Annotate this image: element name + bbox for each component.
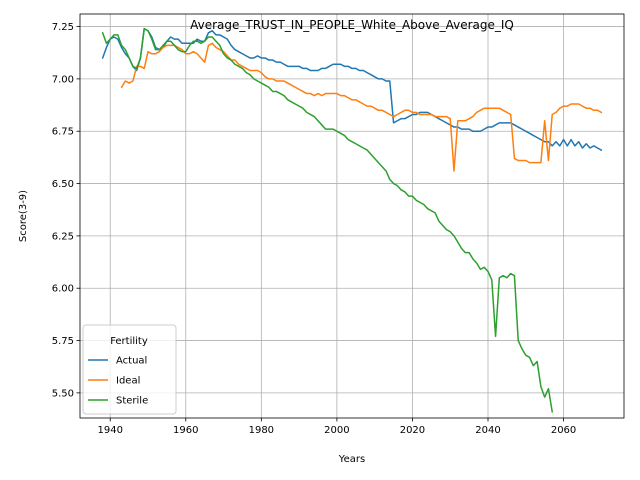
chart-title: Average_TRUST_IN_PEOPLE_White_Above_Aver… <box>190 18 514 32</box>
y-tick-label: 6.75 <box>52 127 74 138</box>
y-tick-label: 5.75 <box>52 336 74 347</box>
legend-items: Actual Ideal Sterile <box>88 356 148 407</box>
legend-box <box>82 324 177 415</box>
series-lines <box>101 27 603 413</box>
legend: Fertility Actual Ideal Sterile <box>82 324 177 415</box>
x-tick-label: 1980 <box>249 425 274 436</box>
x-axis-label: Years <box>338 454 365 465</box>
x-tick-label: 2000 <box>324 425 349 436</box>
x-tick-label: 1940 <box>97 425 122 436</box>
y-axis-ticks: 5.50 5.75 6.00 6.25 6.50 6.75 7.00 7.25 <box>52 22 80 399</box>
legend-label-ideal: Ideal <box>116 376 140 387</box>
x-axis-ticks: 1940 1960 1980 2000 2020 2040 2060 <box>97 418 576 436</box>
legend-label-actual: Actual <box>116 356 147 367</box>
y-tick-label: 7.25 <box>52 22 74 33</box>
y-tick-label: 7.00 <box>52 74 74 85</box>
x-tick-label: 2040 <box>475 425 500 436</box>
legend-title: Fertility <box>110 336 148 347</box>
y-tick-label: 6.00 <box>52 284 74 295</box>
legend-label-sterile: Sterile <box>116 396 148 407</box>
y-tick-label: 6.25 <box>52 231 74 242</box>
y-tick-label: 5.50 <box>52 388 74 399</box>
y-axis-label: Score(3-9) <box>18 190 29 242</box>
x-tick-label: 2020 <box>400 425 425 436</box>
plot-frame <box>79 13 625 419</box>
series-line-ideal <box>120 42 603 172</box>
x-tick-label: 1960 <box>173 425 198 436</box>
y-tick-label: 6.50 <box>52 179 74 190</box>
series-line-actual <box>101 27 603 152</box>
x-tick-label: 2060 <box>551 425 576 436</box>
series-line-sterile <box>101 27 554 413</box>
